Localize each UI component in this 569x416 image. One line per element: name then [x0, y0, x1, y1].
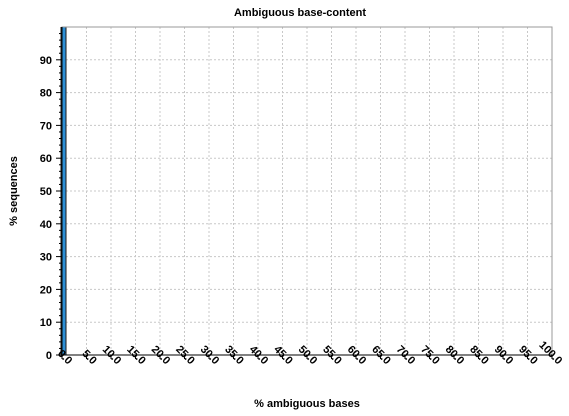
x-tick-label: 0.0	[55, 348, 74, 367]
x-tick-label: 65.0	[369, 343, 393, 367]
y-tick-label: 70	[40, 120, 52, 132]
x-tick-label: 25.0	[173, 343, 197, 367]
x-axis-label: % ambiguous bases	[254, 398, 360, 410]
chart-title: Ambiguous base-content	[234, 7, 366, 19]
y-tick-label: 20	[40, 284, 52, 296]
x-tick-label: 70.0	[394, 343, 418, 367]
y-tick-label: 80	[40, 88, 52, 100]
x-tick-label: 40.0	[247, 343, 271, 367]
grid-layer	[62, 27, 552, 355]
y-tick-label: 10	[40, 317, 52, 329]
x-tick-label: 85.0	[467, 343, 491, 367]
x-tick-label: 55.0	[320, 343, 344, 367]
x-tick-label: 5.0	[80, 348, 99, 367]
x-tick-label: 60.0	[345, 343, 369, 367]
y-tick-label: 60	[40, 153, 52, 165]
x-tick-label: 10.0	[100, 343, 124, 367]
x-tick-label: 15.0	[124, 343, 148, 367]
x-tick-label: 75.0	[418, 343, 442, 367]
y-tick-label: 30	[40, 252, 52, 264]
y-tick-label: 40	[40, 219, 52, 231]
y-tick-label: 50	[40, 186, 52, 198]
x-tick-label: 20.0	[149, 343, 173, 367]
x-tick-label: 50.0	[296, 343, 320, 367]
x-tick-label: 80.0	[443, 343, 467, 367]
y-axis-label: % sequences	[8, 156, 20, 226]
x-tick-label: 30.0	[198, 343, 222, 367]
x-tick-label: 90.0	[492, 343, 516, 367]
series-bar	[61, 27, 66, 355]
y-tick-label: 90	[40, 55, 52, 67]
x-ticks-layer: 0.0 5.0 10.0 15.0 20.0 25.0 30.0 35.0 40.0 45.0 50…	[55, 339, 564, 367]
y-tick-label: 0	[46, 350, 52, 362]
y-ticks-layer: 0 10 20 30 40 50 60 70 80 90	[40, 33, 62, 362]
x-tick-label: 100.0	[536, 339, 564, 367]
x-tick-label: 45.0	[271, 343, 295, 367]
x-tick-label: 35.0	[222, 343, 246, 367]
